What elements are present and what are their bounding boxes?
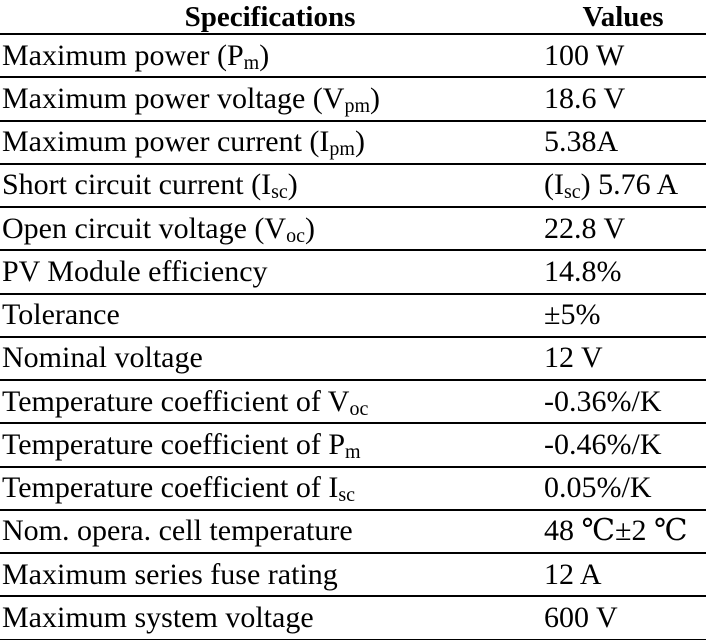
- value-text: 48 ℃±2 ℃: [544, 514, 688, 548]
- spec-label: Temperature coefficient of: [2, 384, 328, 418]
- value-cell: 18.6 V: [538, 77, 706, 122]
- spec-symbol: I: [261, 168, 272, 202]
- spec-label: Maximum power (: [2, 38, 227, 72]
- table-row: Maximum power (Pm) 100 W: [0, 34, 706, 79]
- value-text: ) 5.76 A: [580, 168, 679, 202]
- value-text: 22.8 V: [544, 211, 626, 245]
- value-text: 18.6 V: [544, 81, 626, 115]
- spec-cell: Temperature coefficient of Isc: [0, 466, 538, 511]
- value-cell: 12 A: [538, 553, 706, 598]
- spec-symbol: V: [327, 384, 350, 418]
- value-cell: 0.05%/K: [538, 466, 706, 511]
- spec-label-end: ): [354, 125, 365, 159]
- spec-label: Open circuit voltage (: [2, 211, 265, 245]
- spec-cell: Nom. opera. cell temperature: [0, 509, 538, 555]
- spec-subscript: oc: [349, 397, 369, 420]
- value-cell: 5.38A: [538, 120, 706, 165]
- spec-subscript: pm: [344, 94, 370, 117]
- spec-subscript: sc: [271, 181, 288, 204]
- spec-label: Temperature coefficient of: [2, 471, 329, 505]
- value-cell: 600 V: [538, 596, 706, 640]
- spec-label-end: ): [259, 38, 270, 72]
- table-body: Maximum power (Pm) 100 W Maximum power vol…: [0, 34, 706, 640]
- header-specifications: Specifications: [0, 0, 538, 35]
- spec-label: Nom. opera. cell temperature: [2, 514, 353, 548]
- spec-cell: Maximum system voltage: [0, 596, 538, 640]
- spec-cell: Maximum power voltage (Vpm): [0, 77, 538, 122]
- value-cell: 22.8 V: [538, 207, 706, 252]
- header-values: Values: [538, 0, 706, 35]
- spec-label: Tolerance: [2, 298, 120, 332]
- value-cell: 12 V: [538, 336, 706, 382]
- value-text: 100 W: [544, 38, 625, 72]
- spec-symbol: V: [264, 211, 287, 245]
- value-cell: 48 ℃±2 ℃: [538, 509, 706, 555]
- spec-cell: Open circuit voltage (Voc): [0, 207, 538, 252]
- spec-symbol: I: [328, 471, 339, 505]
- spec-subscript: sc: [338, 484, 356, 507]
- spec-symbol: P: [328, 427, 346, 461]
- spec-subscript: m: [243, 51, 260, 74]
- table-row: Maximum power current (Ipm) 5.38A: [0, 120, 706, 165]
- spec-cell: PV Module efficiency: [0, 250, 538, 295]
- spec-label: Temperature coefficient of: [2, 427, 329, 461]
- value-cell: -0.46%/K: [538, 423, 706, 468]
- spec-label: PV Module efficiency: [2, 254, 268, 288]
- table-row: Maximum power voltage (Vpm) 18.6 V: [0, 77, 706, 122]
- value-cell: ±5%: [538, 293, 706, 338]
- spec-symbol: P: [226, 38, 244, 72]
- spec-label: Maximum power current (: [2, 125, 320, 159]
- value-text: -0.46%/K: [544, 427, 662, 461]
- value-text: 5.38A: [544, 125, 619, 159]
- value-text: 14.8%: [544, 254, 622, 288]
- spec-subscript: oc: [286, 224, 305, 247]
- value-text: 12 V: [544, 341, 603, 375]
- spec-label: Maximum system voltage: [2, 601, 314, 635]
- spec-cell: Tolerance: [0, 293, 538, 338]
- spec-cell: Maximum power (Pm): [0, 34, 538, 79]
- table-row: Temperature coefficient of Voc -0.36%/K: [0, 380, 706, 425]
- spec-label-end: ): [287, 168, 298, 202]
- value-cell: (Isc) 5.76 A: [538, 163, 706, 209]
- table-row: Maximum system voltage 600 V: [0, 596, 706, 640]
- value-subscript: sc: [563, 181, 581, 204]
- spec-symbol: I: [319, 125, 330, 159]
- header-row: Specifications Values: [0, 0, 706, 35]
- value-prefix: (I: [544, 168, 564, 202]
- spec-cell: Maximum series fuse rating: [0, 553, 538, 598]
- spec-cell: Nominal voltage: [0, 336, 538, 382]
- spec-label-end: ): [304, 211, 315, 245]
- table-row: Short circuit current (Isc) (Isc) 5.76 A: [0, 163, 706, 209]
- table-row: Temperature coefficient of Pm -0.46%/K: [0, 423, 706, 468]
- value-text: 600 V: [544, 601, 618, 635]
- spec-cell: Temperature coefficient of Voc: [0, 380, 538, 425]
- value-text: -0.36%/K: [544, 384, 662, 418]
- table-row: PV Module efficiency 14.8%: [0, 250, 706, 295]
- spec-symbol: V: [322, 81, 345, 115]
- value-text: 0.05%/K: [544, 471, 652, 505]
- spec-label: Maximum series fuse rating: [2, 557, 338, 591]
- spec-subscript: pm: [329, 138, 355, 161]
- table-row: Open circuit voltage (Voc) 22.8 V: [0, 207, 706, 252]
- spec-label: Maximum power voltage (: [2, 81, 323, 115]
- spec-cell: Short circuit current (Isc): [0, 163, 538, 209]
- spec-cell: Maximum power current (Ipm): [0, 120, 538, 165]
- spec-label-end: ): [370, 81, 380, 115]
- value-cell: 100 W: [538, 34, 706, 79]
- spec-subscript: m: [345, 440, 361, 463]
- spec-label: Nominal voltage: [2, 341, 203, 375]
- value-cell: -0.36%/K: [538, 380, 706, 425]
- spec-label: Short circuit current (: [2, 168, 262, 202]
- table-row: Nominal voltage 12 V: [0, 336, 706, 382]
- value-cell: 14.8%: [538, 250, 706, 295]
- table-row: Temperature coefficient of Isc 0.05%/K: [0, 466, 706, 511]
- table-row: Nom. opera. cell temperature 48 ℃±2 ℃: [0, 509, 706, 555]
- table-row: Maximum series fuse rating 12 A: [0, 553, 706, 598]
- value-text: 12 A: [544, 557, 602, 591]
- table-row: Tolerance ±5%: [0, 293, 706, 338]
- spec-cell: Temperature coefficient of Pm: [0, 423, 538, 468]
- value-text: ±5%: [544, 298, 601, 332]
